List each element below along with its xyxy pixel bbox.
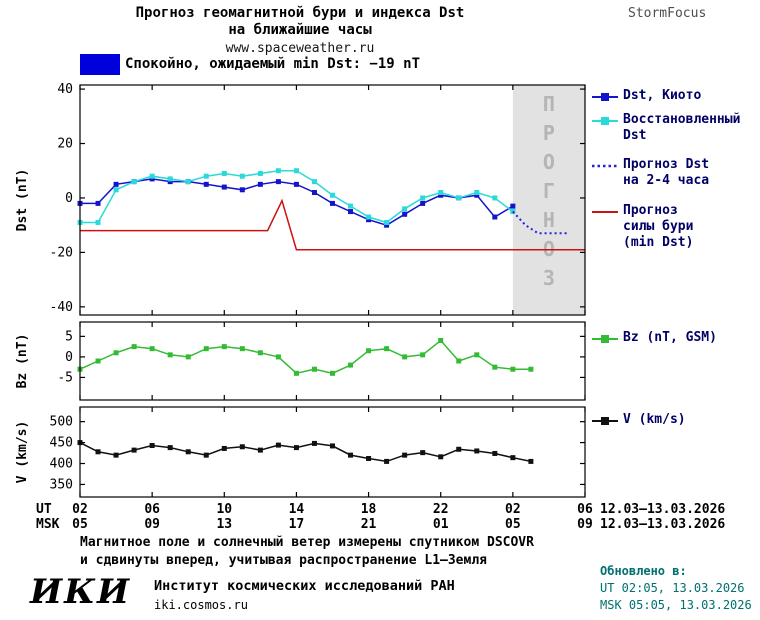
- updated-msk: MSK 05:05, 13.03.2026: [600, 598, 752, 612]
- legend-restored-dst-line2: Dst: [623, 128, 647, 143]
- svg-text:З: З: [543, 266, 555, 290]
- svg-text:О: О: [543, 150, 555, 174]
- svg-text:14: 14: [289, 502, 305, 517]
- svg-text:02: 02: [505, 502, 521, 517]
- svg-text:09: 09: [577, 517, 593, 532]
- institute-site-link[interactable]: iki.cosmos.ru: [154, 598, 248, 612]
- measurement-note: Магнитное поле и солнечный ветер измерен…: [80, 534, 534, 570]
- svg-text:12.03—13.03.2026: 12.03—13.03.2026: [600, 502, 725, 517]
- updated-label: Обновлено в:: [600, 564, 687, 578]
- legend-restored-dst-line1: Восстановленный: [623, 112, 741, 127]
- legend-v-label: V (km/s): [623, 412, 686, 427]
- legend-forecast-dst-line2: на 2-4 часа: [623, 173, 710, 188]
- svg-text:Н: Н: [543, 208, 555, 232]
- legend-forecast-dst-line1: Прогноз Dst: [623, 157, 710, 172]
- svg-text:06: 06: [577, 502, 593, 517]
- legend-storm-forecast-line1: Прогноз: [623, 203, 678, 218]
- svg-text:Bz (nT): Bz (nT): [15, 334, 30, 389]
- svg-text:Р: Р: [543, 121, 555, 145]
- svg-text:21: 21: [361, 517, 377, 532]
- legend-restored-dst: Восстановленный Dst: [592, 112, 740, 144]
- legend-dst-kyoto-label: Dst, Киото: [623, 88, 702, 103]
- svg-text:0: 0: [65, 350, 73, 365]
- legend-storm-forecast-line3: (min Dst): [623, 235, 694, 250]
- restored-dst-swatch-icon: [592, 117, 618, 125]
- svg-text:5: 5: [65, 329, 73, 344]
- svg-text:350: 350: [50, 477, 73, 492]
- legend-forecast-dst-label: Прогноз Dst на 2-4 часа: [623, 157, 709, 189]
- svg-text:06: 06: [144, 502, 160, 517]
- status-text: Спокойно, ожидаемый min Dst: −19 nT: [125, 56, 421, 72]
- legend-forecast-dst: Прогноз Dst на 2-4 часа: [592, 157, 709, 189]
- page-title-line1: Прогноз геомагнитной бури и индекса Dst: [135, 5, 465, 21]
- svg-text:05: 05: [505, 517, 521, 532]
- institute-name: Институт космических исследований РАН: [154, 578, 455, 594]
- legend-storm-forecast-line2: силы бури: [623, 219, 694, 234]
- bz-swatch-icon: [592, 335, 618, 343]
- svg-text:10: 10: [216, 502, 232, 517]
- svg-text:40: 40: [57, 82, 73, 97]
- svg-text:01: 01: [433, 517, 449, 532]
- svg-text:П: П: [543, 92, 555, 116]
- svg-text:-40: -40: [50, 300, 73, 315]
- spaceweather-link[interactable]: www.spaceweather.ru: [225, 41, 375, 56]
- header: Прогноз геомагнитной бури и индекса Dst …: [80, 5, 520, 56]
- measurement-note-line1: Магнитное поле и солнечный ветер измерен…: [80, 535, 534, 550]
- svg-text:0: 0: [65, 191, 73, 206]
- svg-text:Г: Г: [543, 179, 555, 203]
- legend-dst-kyoto: Dst, Киото: [592, 88, 701, 104]
- v-swatch-icon: [592, 417, 618, 425]
- updated-ut: UT 02:05, 13.03.2026: [600, 581, 745, 595]
- updated-block: Обновлено в: UT 02:05, 13.03.2026 MSK 05…: [600, 563, 752, 614]
- svg-text:500: 500: [50, 415, 73, 430]
- legend-v: V (km/s): [592, 412, 686, 428]
- legend-storm-forecast: Прогноз силы бури (min Dst): [592, 203, 693, 251]
- page-title-line2: на ближайшие часы: [228, 22, 372, 38]
- status-bar: Спокойно, ожидаемый min Dst: −19 nT: [80, 53, 420, 75]
- svg-text:02: 02: [72, 502, 88, 517]
- svg-text:18: 18: [361, 502, 377, 517]
- svg-text:-20: -20: [50, 245, 73, 260]
- svg-text:400: 400: [50, 457, 73, 472]
- svg-text:20: 20: [57, 137, 73, 152]
- legend-bz: Bz (nT, GSM): [592, 330, 717, 346]
- svg-text:13: 13: [216, 517, 232, 532]
- svg-text:-5: -5: [57, 370, 73, 385]
- legend-storm-forecast-label: Прогноз силы бури (min Dst): [623, 203, 693, 251]
- svg-text:05: 05: [72, 517, 88, 532]
- svg-text:MSK: MSK: [36, 517, 60, 532]
- legend-restored-dst-label: Восстановленный Dst: [623, 112, 740, 144]
- svg-text:12.03—13.03.2026: 12.03—13.03.2026: [600, 517, 725, 532]
- legend-bz-label: Bz (nT, GSM): [623, 330, 717, 345]
- dst-kyoto-swatch-icon: [592, 93, 618, 101]
- svg-text:Dst (nT): Dst (nT): [15, 169, 30, 232]
- svg-text:22: 22: [433, 502, 449, 517]
- measurement-note-line2: и сдвинуты вперед, учитывая распростране…: [80, 553, 487, 568]
- forecast-dst-swatch-icon: [592, 164, 618, 168]
- svg-text:09: 09: [144, 517, 160, 532]
- svg-text:UT: UT: [36, 502, 52, 517]
- status-color-swatch: [80, 53, 120, 75]
- brand-label: StormFocus: [628, 6, 707, 21]
- storm-forecast-swatch-icon: [592, 211, 618, 213]
- svg-text:450: 450: [50, 436, 73, 451]
- svg-text:17: 17: [289, 517, 305, 532]
- svg-text:V (km/s): V (km/s): [15, 421, 30, 484]
- iki-logo: ИКИ: [30, 572, 132, 612]
